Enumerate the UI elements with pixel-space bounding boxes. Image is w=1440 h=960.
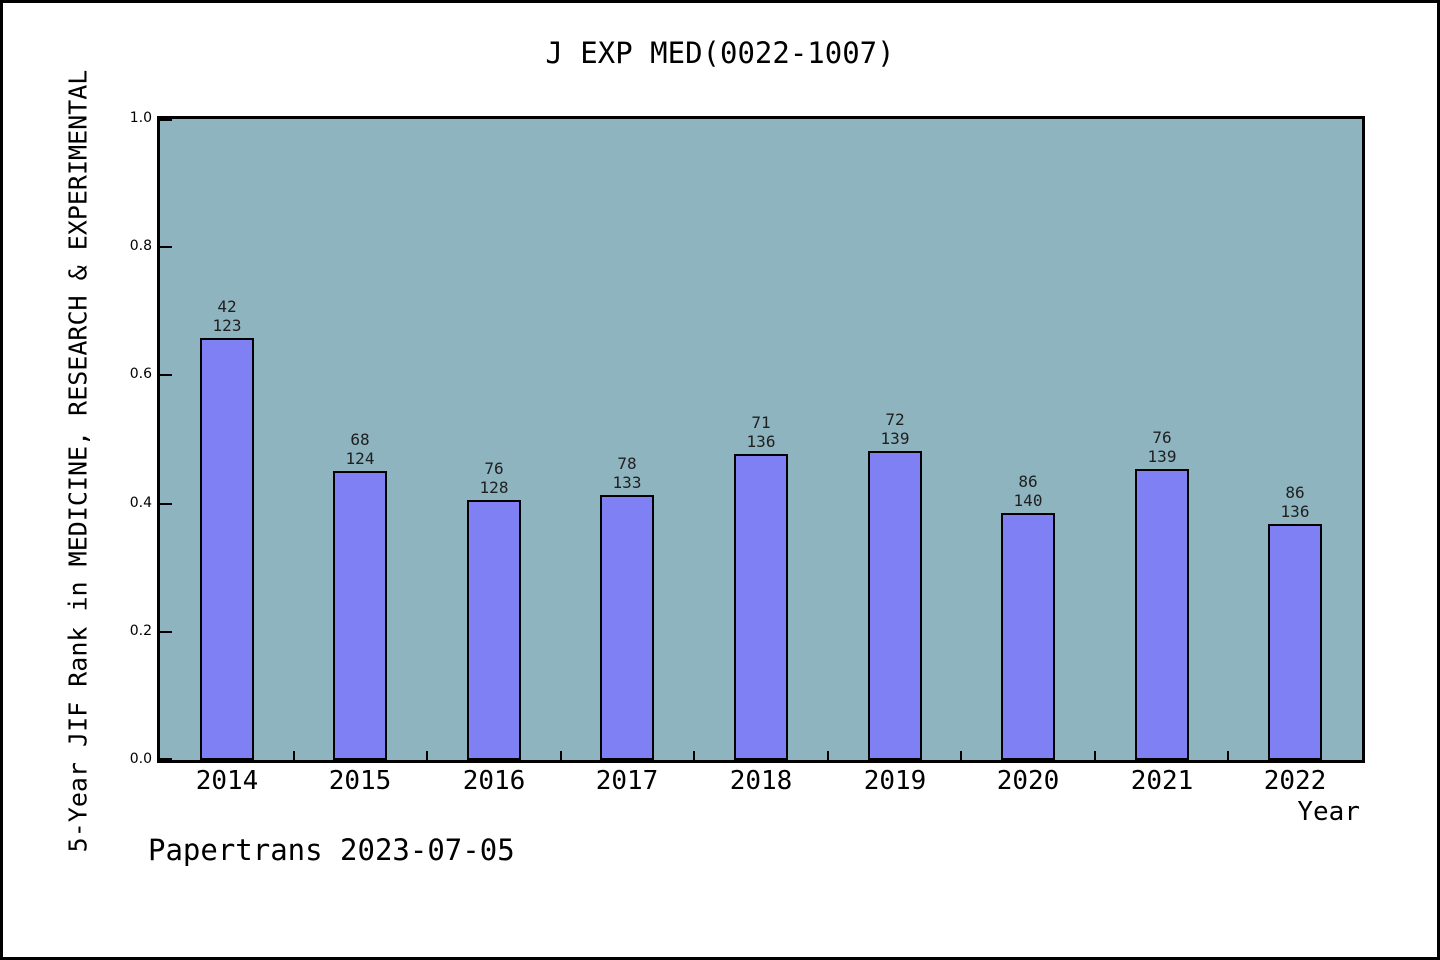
bar-label-2020: 86 140 bbox=[1013, 472, 1043, 510]
x-minor-tick bbox=[827, 751, 829, 760]
bar-label-2018: 71 136 bbox=[746, 413, 776, 451]
bar-label-2019: 72 139 bbox=[880, 410, 910, 448]
y-tick-label-0.6: 0.6 bbox=[129, 366, 152, 382]
bar-label-2017: 78 133 bbox=[612, 454, 642, 492]
y-axis-label: 5-Year JIF Rank in MEDICINE, RESEARCH & … bbox=[63, 69, 93, 853]
x-minor-tick bbox=[560, 751, 562, 760]
bar-2021 bbox=[1135, 469, 1189, 760]
bar-label-2022: 86 136 bbox=[1280, 483, 1310, 521]
x-minor-tick bbox=[426, 751, 428, 760]
y-tick-mark bbox=[160, 119, 172, 121]
x-tick-label-2018: 2018 bbox=[729, 766, 793, 796]
y-tick-label-0.8: 0.8 bbox=[129, 238, 152, 254]
x-minor-tick bbox=[960, 751, 962, 760]
x-tick-label-2019: 2019 bbox=[863, 766, 927, 796]
y-tick-mark bbox=[160, 758, 172, 760]
bar-2018 bbox=[734, 454, 788, 760]
x-minor-tick bbox=[1227, 751, 1229, 760]
bar-label-2014: 42 123 bbox=[212, 297, 242, 335]
y-tick-label-0.0: 0.0 bbox=[129, 751, 152, 767]
bar-label-2015: 68 124 bbox=[345, 430, 375, 468]
x-tick-label-2015: 2015 bbox=[328, 766, 392, 796]
bar-2022 bbox=[1268, 524, 1322, 760]
x-axis-label: Year bbox=[1297, 797, 1360, 827]
x-tick-label-2014: 2014 bbox=[195, 766, 259, 796]
x-tick-label-2022: 2022 bbox=[1263, 766, 1327, 796]
footer-watermark: Papertrans 2023-07-05 bbox=[148, 833, 515, 867]
bar-2017 bbox=[600, 495, 654, 760]
y-tick-mark bbox=[160, 246, 172, 248]
bar-2014 bbox=[200, 338, 254, 760]
y-tick-mark bbox=[160, 503, 172, 505]
x-minor-tick bbox=[1094, 751, 1096, 760]
x-tick-label-2021: 2021 bbox=[1130, 766, 1194, 796]
x-tick-label-2017: 2017 bbox=[595, 766, 659, 796]
bar-label-2021: 76 139 bbox=[1147, 428, 1177, 466]
bar-2019 bbox=[868, 451, 922, 760]
x-minor-tick bbox=[693, 751, 695, 760]
bar-2020 bbox=[1001, 513, 1055, 760]
bar-label-2016: 76 128 bbox=[479, 459, 509, 497]
y-tick-label-0.2: 0.2 bbox=[129, 623, 152, 639]
bar-2015 bbox=[333, 471, 387, 760]
y-tick-mark bbox=[160, 631, 172, 633]
y-tick-label-1.0: 1.0 bbox=[129, 110, 152, 126]
x-minor-tick bbox=[293, 751, 295, 760]
y-tick-mark bbox=[160, 374, 172, 376]
y-tick-label-0.4: 0.4 bbox=[129, 495, 152, 511]
x-tick-label-2020: 2020 bbox=[996, 766, 1060, 796]
chart-title: J EXP MED(0022-1007) bbox=[545, 36, 895, 70]
plot-area: 42 123 68 124 76 128 78 133 71 136 72 139 86 1… bbox=[157, 116, 1365, 763]
x-tick-label-2016: 2016 bbox=[462, 766, 526, 796]
bar-2016 bbox=[467, 500, 521, 760]
